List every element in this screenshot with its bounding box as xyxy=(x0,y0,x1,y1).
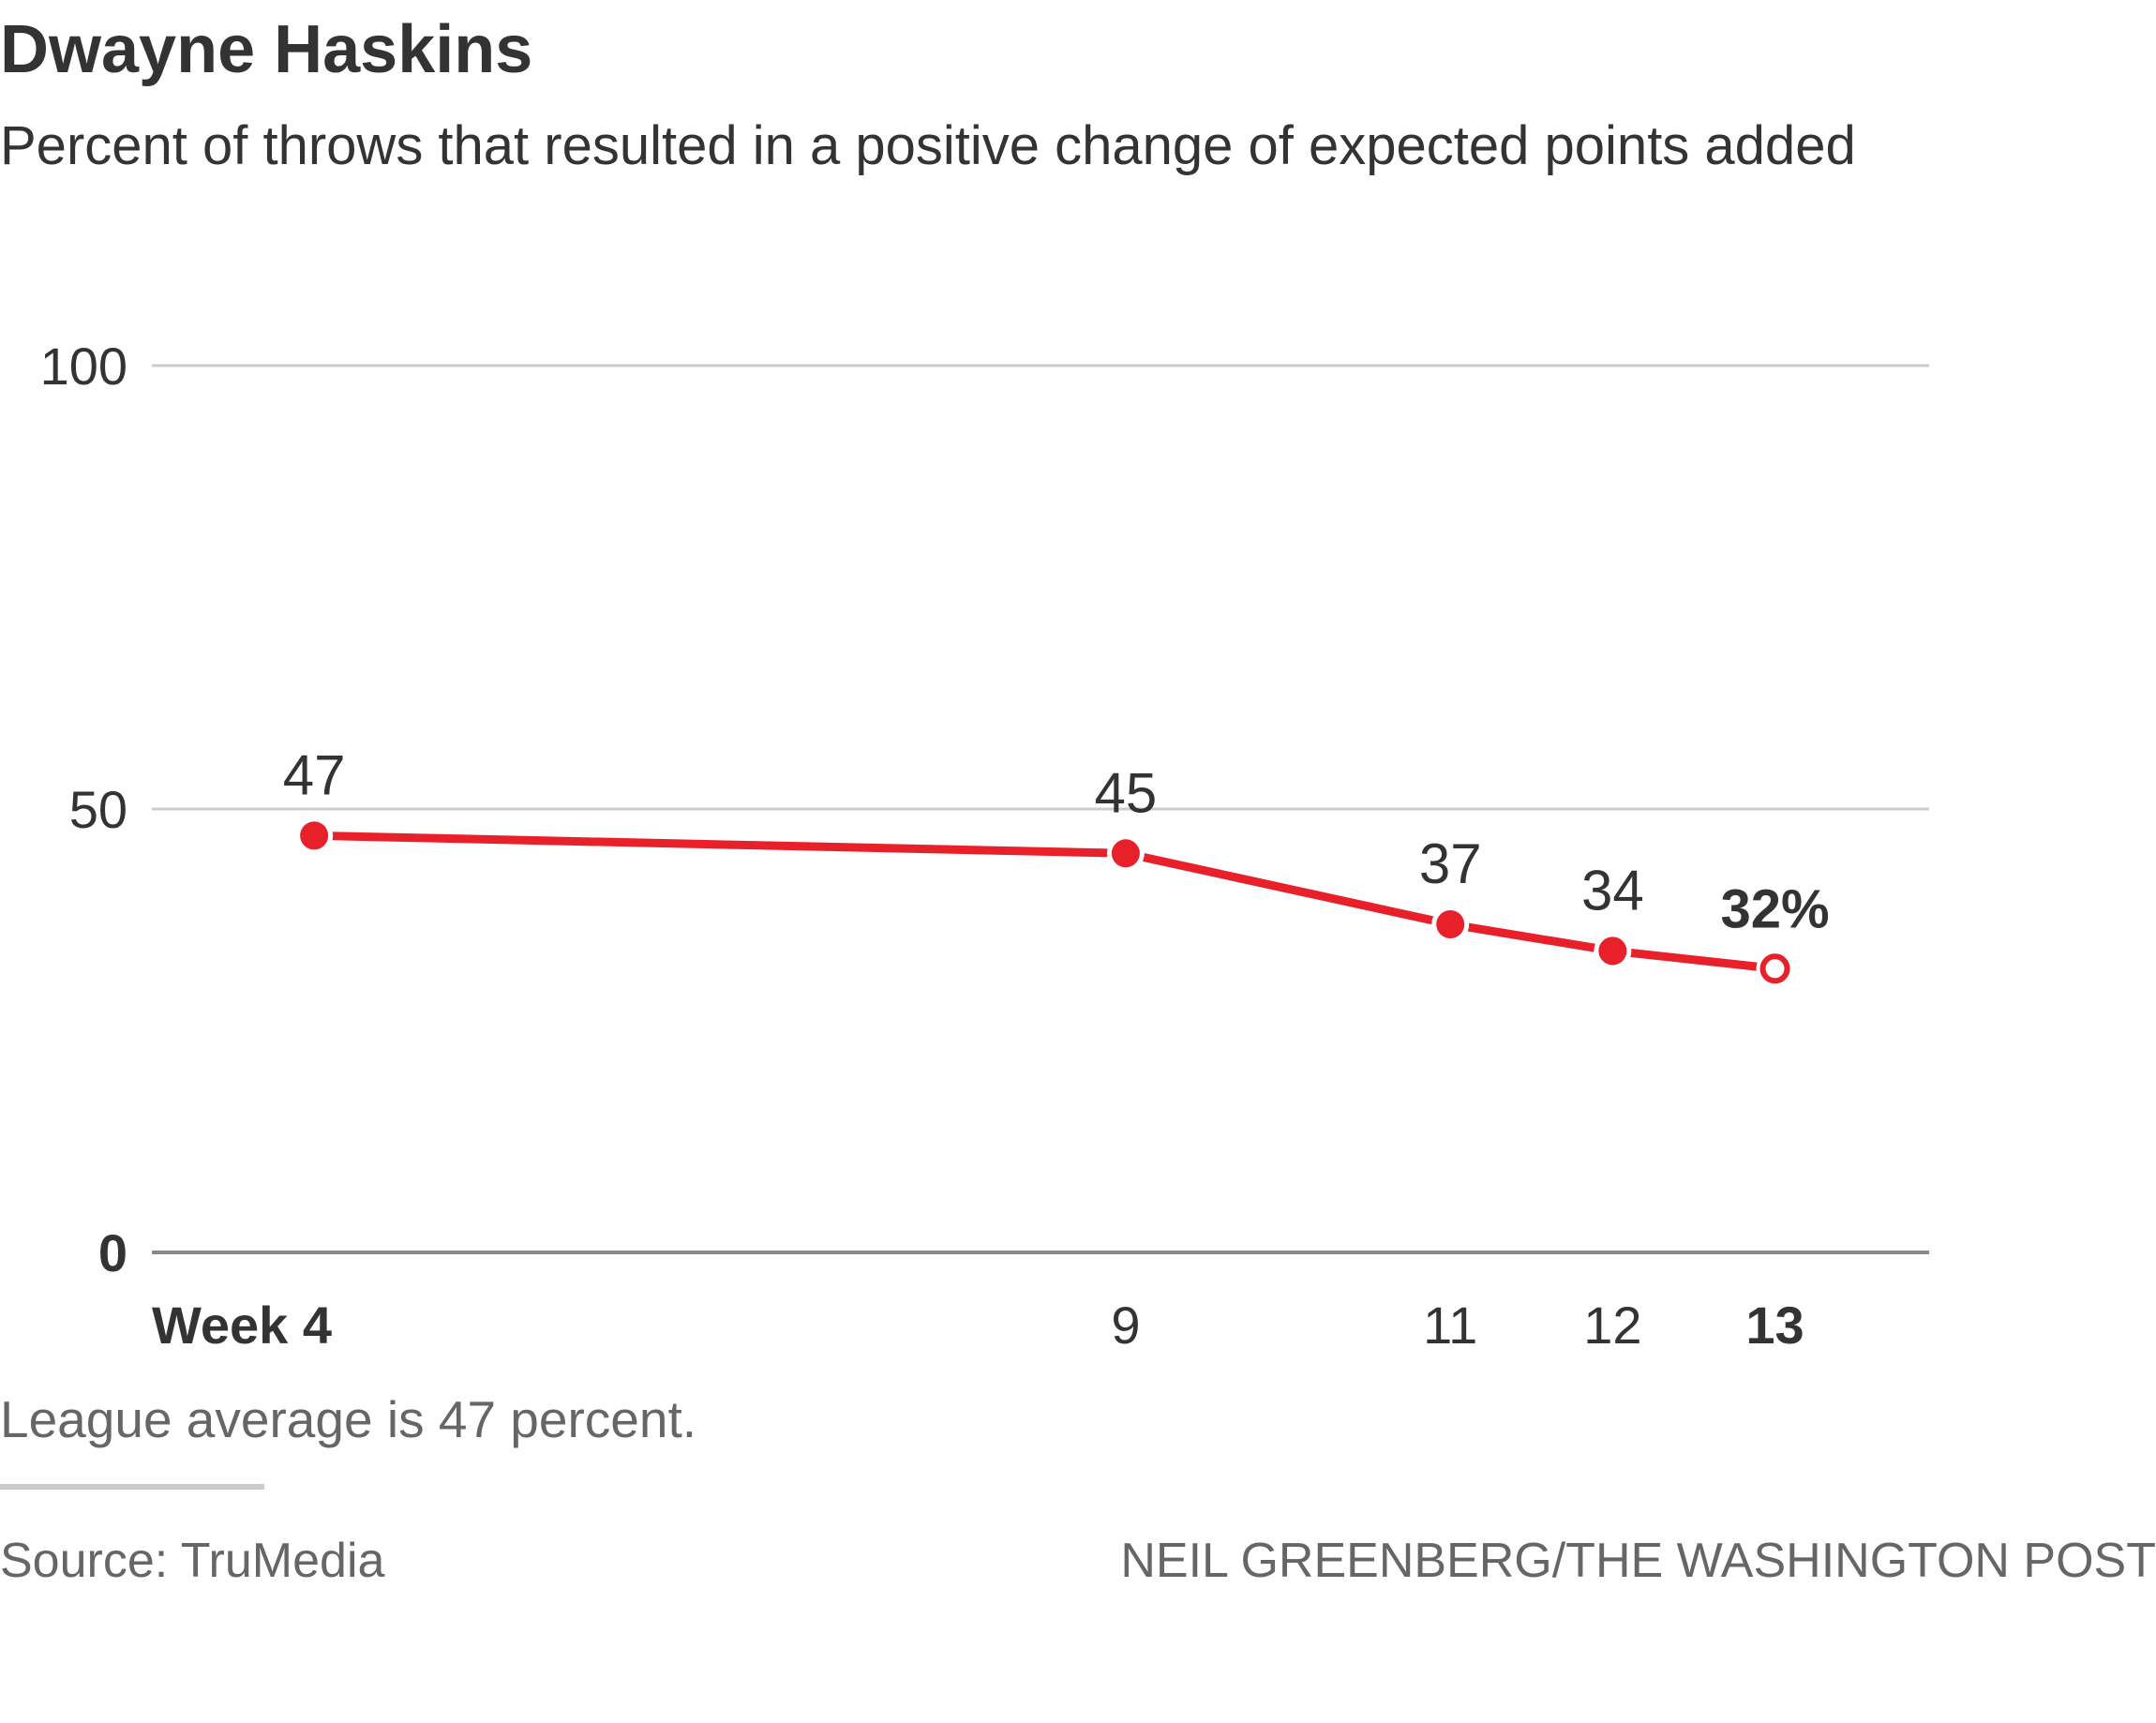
y-tick-label: 50 xyxy=(69,780,127,839)
data-label: 45 xyxy=(1095,761,1158,824)
divider xyxy=(0,1484,264,1490)
data-label: 37 xyxy=(1419,832,1482,895)
data-label: 32% xyxy=(1720,878,1829,939)
x-tick-label: 11 xyxy=(1423,1296,1477,1355)
footnote: League average is 47 percent. xyxy=(0,1390,697,1448)
data-point xyxy=(1436,909,1465,938)
data-label: 34 xyxy=(1581,859,1644,921)
data-point xyxy=(1111,839,1140,868)
data-label: 47 xyxy=(283,743,346,806)
series-line xyxy=(309,831,1780,973)
author-credit: NEIL GREENBERG/THE WASHINGTON POST xyxy=(1120,1534,2156,1588)
x-tick-label: 12 xyxy=(1583,1296,1641,1355)
data-point-latest xyxy=(1759,953,1790,984)
series-line-path xyxy=(309,831,1780,973)
data-labels: 47 45 37 34 32% xyxy=(283,743,1830,939)
y-tick-label: 100 xyxy=(40,337,127,396)
x-axis-ticks: Week 4 9 11 12 13 xyxy=(152,1296,1804,1355)
y-tick-label: 0 xyxy=(98,1223,127,1282)
x-tick-label: Week 4 xyxy=(152,1296,332,1355)
y-axis-ticks: 0 50 100 xyxy=(40,337,127,1282)
data-point xyxy=(300,821,329,850)
x-tick-label: 13 xyxy=(1745,1296,1804,1355)
line-chart: 0 50 100 Week 4 9 11 12 13 47 45 37 34 32% xyxy=(40,337,1929,1355)
gridlines xyxy=(152,364,1929,1254)
chart-subtitle: Percent of throws that resulted in a pos… xyxy=(0,115,1856,176)
x-tick-label: 9 xyxy=(1111,1296,1140,1355)
data-point xyxy=(1598,936,1627,966)
chart-title: Dwayne Haskins xyxy=(0,12,533,87)
source-credit: Source: TruMedia xyxy=(0,1534,385,1588)
series-points xyxy=(295,817,1794,988)
